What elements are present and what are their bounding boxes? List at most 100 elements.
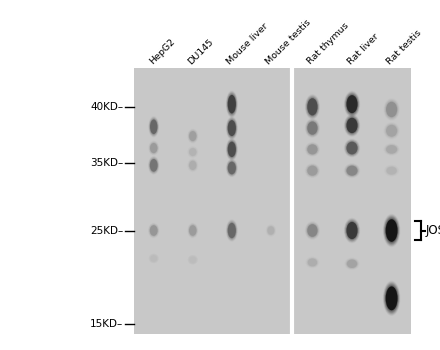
- Text: DU145: DU145: [187, 37, 216, 66]
- Text: 40KD–: 40KD–: [90, 102, 123, 112]
- Ellipse shape: [384, 282, 400, 315]
- Ellipse shape: [226, 117, 238, 139]
- Ellipse shape: [346, 221, 358, 240]
- Ellipse shape: [149, 224, 158, 237]
- Ellipse shape: [345, 92, 359, 116]
- Ellipse shape: [345, 220, 359, 241]
- Ellipse shape: [149, 158, 158, 173]
- Ellipse shape: [227, 220, 237, 240]
- Ellipse shape: [384, 283, 400, 314]
- Ellipse shape: [345, 219, 359, 242]
- Ellipse shape: [227, 222, 237, 240]
- Ellipse shape: [385, 101, 398, 118]
- Ellipse shape: [385, 217, 399, 244]
- Ellipse shape: [306, 223, 319, 238]
- Ellipse shape: [306, 119, 319, 137]
- Ellipse shape: [227, 140, 237, 159]
- Ellipse shape: [150, 159, 158, 172]
- Ellipse shape: [150, 143, 158, 153]
- Ellipse shape: [150, 159, 158, 172]
- Ellipse shape: [228, 162, 236, 174]
- Ellipse shape: [227, 140, 237, 159]
- Ellipse shape: [307, 144, 318, 155]
- Ellipse shape: [346, 141, 358, 155]
- Ellipse shape: [149, 118, 158, 135]
- Ellipse shape: [346, 142, 358, 154]
- Ellipse shape: [149, 225, 158, 237]
- Ellipse shape: [227, 222, 236, 239]
- Ellipse shape: [306, 97, 319, 117]
- Ellipse shape: [386, 145, 397, 154]
- Ellipse shape: [149, 157, 159, 174]
- Ellipse shape: [268, 226, 275, 235]
- Ellipse shape: [385, 285, 398, 312]
- Ellipse shape: [346, 166, 358, 176]
- Ellipse shape: [189, 131, 197, 141]
- Ellipse shape: [346, 117, 358, 134]
- Ellipse shape: [386, 102, 397, 117]
- Ellipse shape: [227, 141, 236, 158]
- Ellipse shape: [150, 142, 158, 154]
- Ellipse shape: [149, 158, 158, 173]
- Text: Rat liver: Rat liver: [346, 32, 380, 66]
- Text: JOSD1: JOSD1: [425, 224, 440, 237]
- Ellipse shape: [149, 158, 158, 173]
- Ellipse shape: [227, 161, 236, 175]
- Ellipse shape: [386, 124, 397, 137]
- Ellipse shape: [150, 225, 158, 236]
- Ellipse shape: [384, 284, 399, 313]
- Ellipse shape: [307, 144, 318, 154]
- Ellipse shape: [306, 144, 319, 155]
- Ellipse shape: [347, 259, 357, 268]
- Ellipse shape: [227, 160, 237, 176]
- Ellipse shape: [306, 96, 319, 118]
- Ellipse shape: [189, 225, 197, 237]
- Ellipse shape: [188, 224, 197, 237]
- Bar: [134, 68, 290, 334]
- Ellipse shape: [386, 101, 397, 118]
- Ellipse shape: [228, 120, 236, 136]
- Text: Mouse testis: Mouse testis: [264, 18, 313, 66]
- Ellipse shape: [306, 120, 319, 136]
- Ellipse shape: [386, 145, 397, 154]
- Text: Mouse liver: Mouse liver: [225, 22, 270, 66]
- Ellipse shape: [189, 148, 197, 156]
- Ellipse shape: [345, 140, 359, 156]
- Ellipse shape: [306, 165, 319, 177]
- Ellipse shape: [227, 221, 237, 240]
- Ellipse shape: [307, 224, 318, 237]
- Ellipse shape: [308, 258, 317, 267]
- Ellipse shape: [345, 140, 359, 156]
- Ellipse shape: [307, 165, 318, 176]
- Ellipse shape: [386, 167, 397, 175]
- Ellipse shape: [386, 219, 398, 242]
- Ellipse shape: [345, 139, 359, 157]
- Ellipse shape: [345, 165, 359, 177]
- Ellipse shape: [307, 121, 318, 135]
- Ellipse shape: [150, 119, 158, 135]
- Ellipse shape: [228, 142, 236, 157]
- Ellipse shape: [307, 97, 318, 117]
- Text: HepG2: HepG2: [147, 37, 176, 66]
- Ellipse shape: [227, 94, 236, 114]
- Ellipse shape: [149, 117, 158, 136]
- Ellipse shape: [189, 131, 197, 142]
- Ellipse shape: [150, 255, 157, 262]
- Ellipse shape: [227, 94, 236, 114]
- Ellipse shape: [346, 221, 358, 240]
- Ellipse shape: [346, 141, 358, 155]
- Ellipse shape: [226, 91, 238, 117]
- Ellipse shape: [383, 281, 400, 315]
- Ellipse shape: [346, 94, 358, 114]
- Ellipse shape: [347, 259, 357, 268]
- Ellipse shape: [227, 141, 236, 158]
- Ellipse shape: [149, 118, 158, 136]
- Ellipse shape: [228, 223, 236, 238]
- Ellipse shape: [150, 225, 158, 236]
- Ellipse shape: [189, 160, 197, 170]
- Ellipse shape: [228, 95, 236, 113]
- Ellipse shape: [307, 98, 318, 116]
- Ellipse shape: [345, 219, 359, 242]
- Ellipse shape: [346, 222, 358, 239]
- Ellipse shape: [227, 120, 236, 136]
